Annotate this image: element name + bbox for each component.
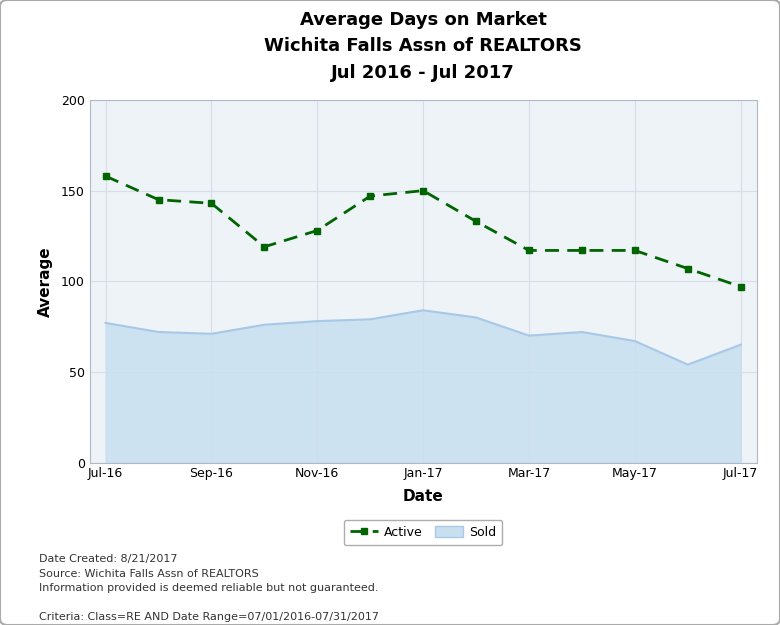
Legend: Active, Sold: Active, Sold: [344, 519, 502, 545]
Y-axis label: Average: Average: [37, 246, 52, 316]
Title: Average Days on Market
Wichita Falls Assn of REALTORS
Jul 2016 - Jul 2017: Average Days on Market Wichita Falls Ass…: [264, 11, 582, 82]
Text: Date Created: 8/21/2017
Source: Wichita Falls Assn of REALTORS
Information provi: Date Created: 8/21/2017 Source: Wichita …: [39, 554, 379, 622]
X-axis label: Date: Date: [402, 489, 444, 504]
